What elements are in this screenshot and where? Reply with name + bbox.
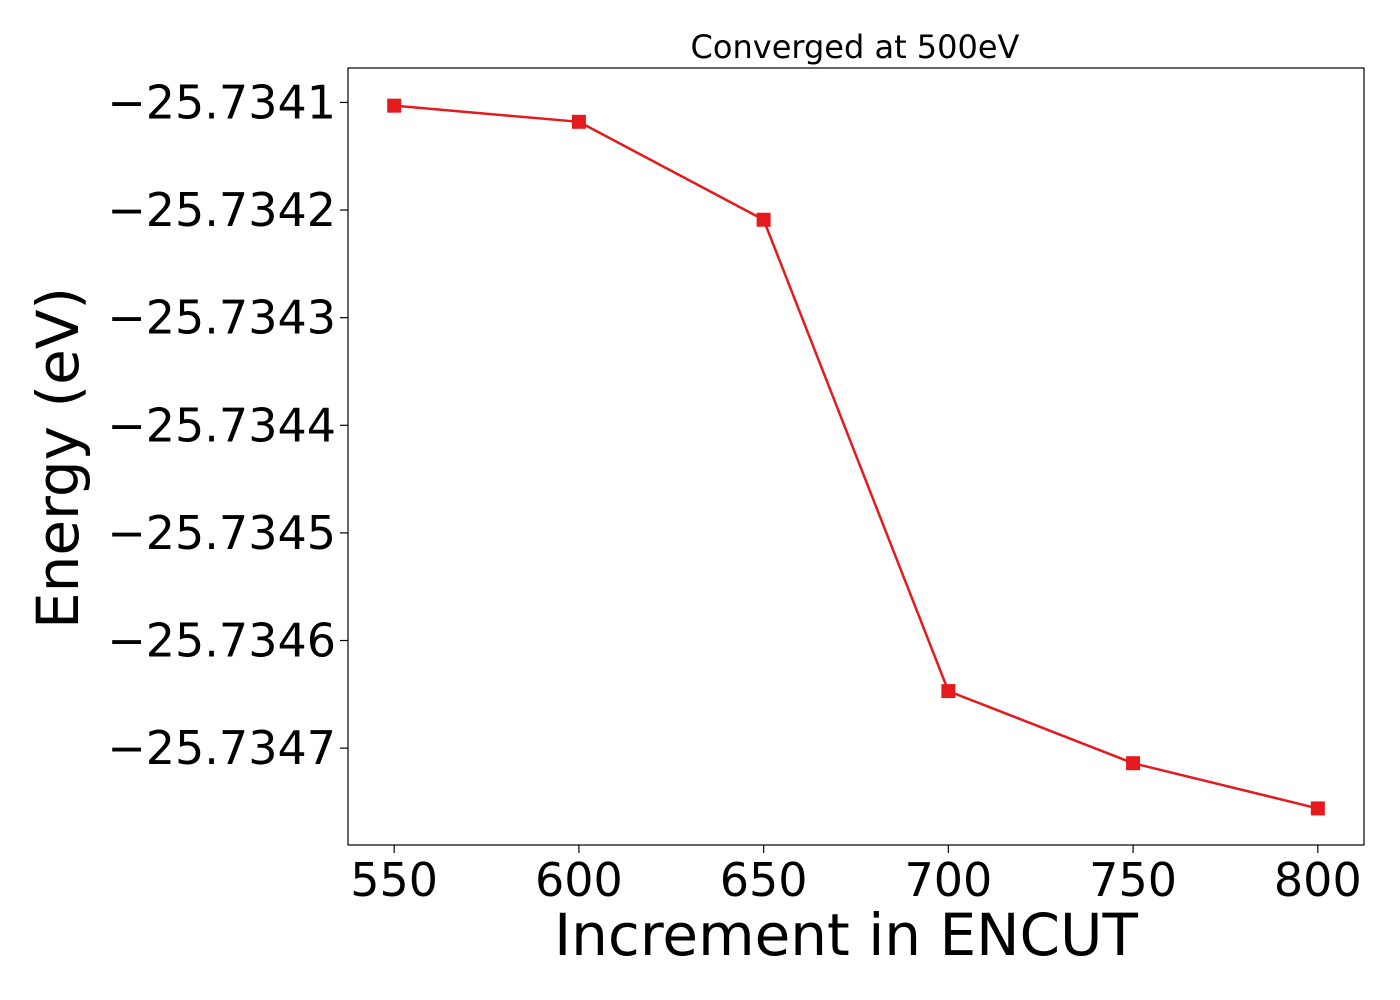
data-point-marker <box>756 212 771 227</box>
x-tick-label: 800 <box>1274 853 1362 907</box>
x-tick-label: 550 <box>350 853 438 907</box>
y-axis-ticks: −25.7341 −25.7342 −25.7343 −25.7344 −25.7345… <box>107 75 348 775</box>
y-tick-label: −25.7344 <box>107 398 336 452</box>
y-tick-label: −25.7341 <box>107 75 336 129</box>
x-axis-label: Increment in ENCUT <box>554 901 1138 969</box>
x-tick-label: 700 <box>904 853 992 907</box>
data-point-marker <box>571 114 586 129</box>
y-axis-label: Energy (eV) <box>24 287 92 629</box>
series-layer <box>387 98 1325 816</box>
y-tick-label: −25.7347 <box>107 721 336 775</box>
y-tick-label: −25.7343 <box>107 291 336 345</box>
y-tick-label: −25.7345 <box>107 506 336 560</box>
data-point-marker <box>1310 801 1325 816</box>
chart-title: Converged at 500eV <box>691 28 1020 66</box>
x-tick-label: 600 <box>535 853 623 907</box>
data-point-marker <box>387 98 402 113</box>
x-tick-label: 750 <box>1089 853 1177 907</box>
data-point-marker <box>941 684 956 699</box>
series-line <box>394 104 1319 810</box>
data-point-marker <box>1126 756 1141 771</box>
y-tick-label: −25.7346 <box>107 614 336 668</box>
axes-frame <box>347 67 1365 846</box>
x-tick-label: 650 <box>720 853 808 907</box>
y-tick-label: −25.7342 <box>107 183 336 237</box>
x-axis-ticks: 550 600 650 700 750 800 <box>350 845 1362 907</box>
